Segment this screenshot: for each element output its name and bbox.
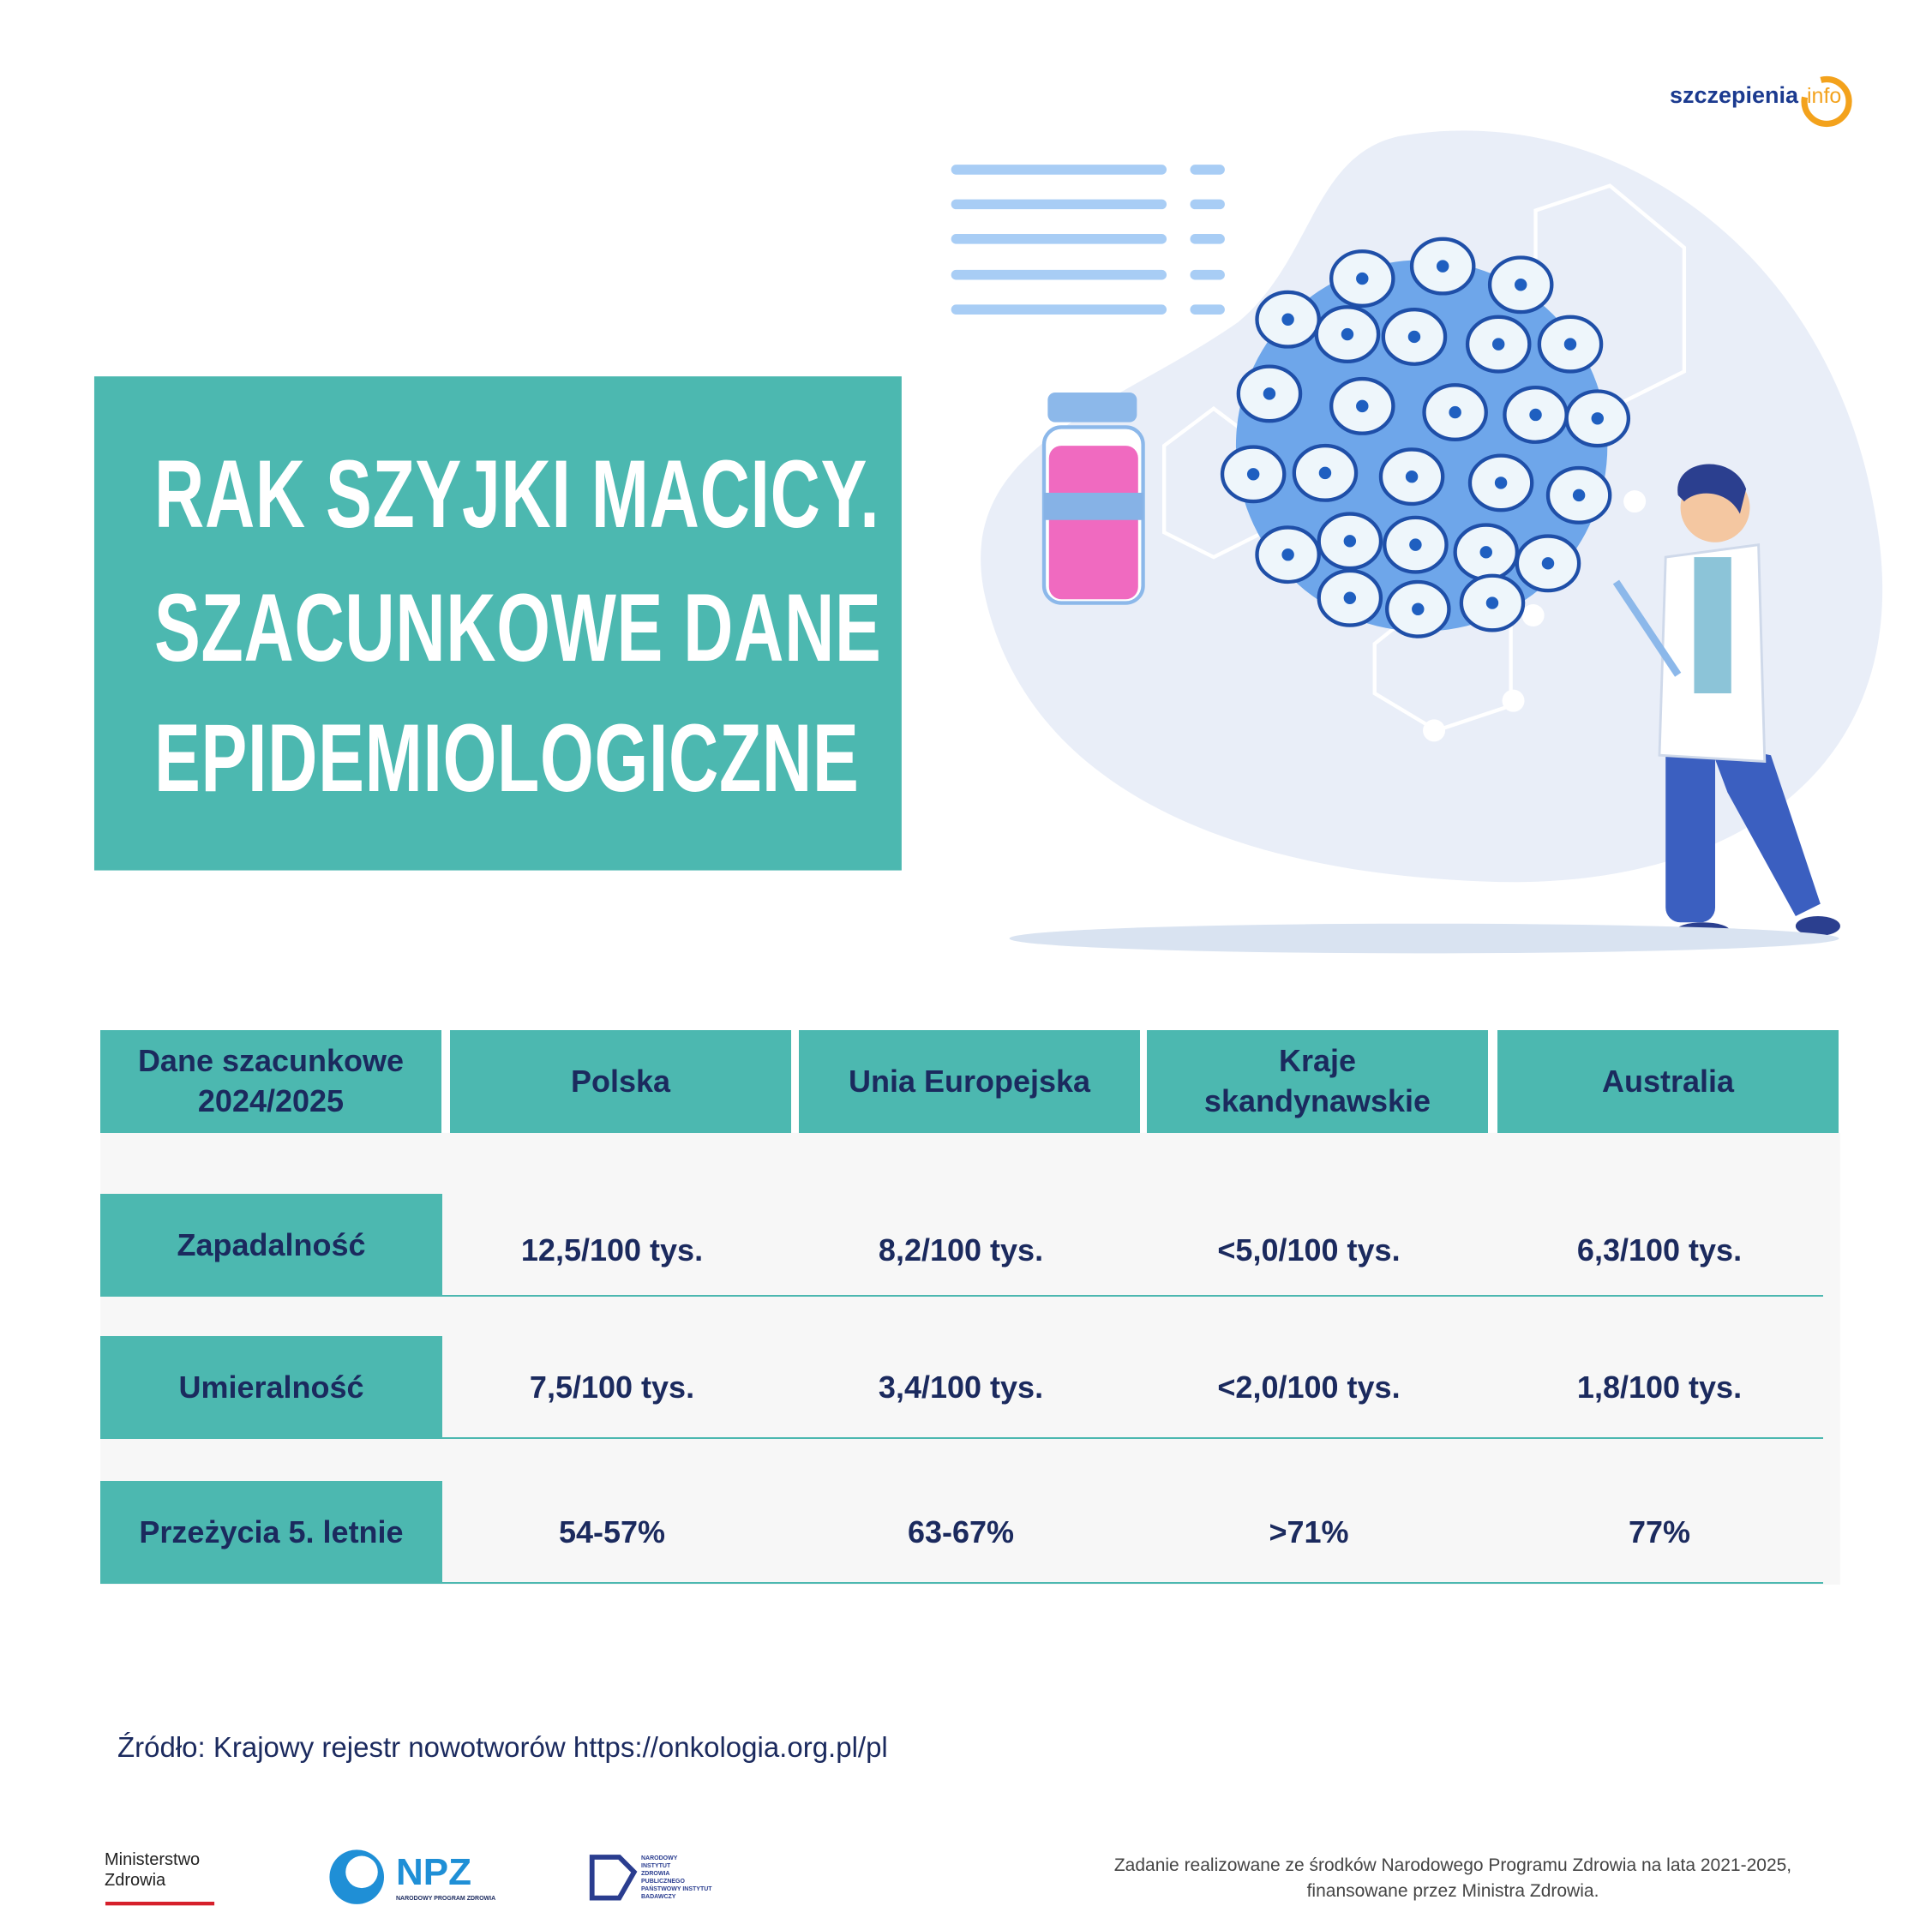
header-text: Kraje xyxy=(1278,1043,1357,1079)
header-cell: Australia xyxy=(1497,1030,1839,1133)
note-line: Zadanie realizowane ze środków Narodoweg… xyxy=(1113,1855,1792,1875)
logo-accent: info xyxy=(1807,84,1842,108)
cell-nucleus xyxy=(1356,272,1369,285)
cell-nucleus xyxy=(1563,338,1577,351)
header-text: Polska xyxy=(570,1063,671,1099)
nodes xyxy=(1423,490,1647,742)
header-text: Unia Europejska xyxy=(848,1063,1091,1099)
nizp-line: NARODOWY xyxy=(641,1855,678,1861)
source: Źródło: Krajowy rejestr nowotworów https… xyxy=(117,1731,888,1763)
ministry-bar xyxy=(105,1901,215,1906)
header-text: skandynawskie xyxy=(1203,1083,1431,1118)
vial xyxy=(1041,392,1145,605)
nizp-line: PAŃSTWOWY INSTYTUT xyxy=(641,1886,712,1892)
cell-nucleus xyxy=(1479,546,1492,559)
npz-icon-inner xyxy=(345,1855,378,1889)
row-divider xyxy=(442,1582,1823,1584)
funding-note: Zadanie realizowane ze środków Narodoweg… xyxy=(1020,1853,1886,1904)
table-value: 63-67% xyxy=(907,1513,1015,1549)
cell-nucleus xyxy=(1494,477,1508,489)
table-value: 1,8/100 tys. xyxy=(1576,1369,1743,1405)
cell-nucleus xyxy=(1246,468,1260,481)
cell-nucleus xyxy=(1449,405,1461,419)
cell-nucleus xyxy=(1491,338,1505,351)
nizp-logo: NARODOWY INSTYTUT ZDROWIA PUBLICZNEGO PAŃSTW… xyxy=(641,1855,712,1901)
stripes xyxy=(951,165,1225,315)
cell-nucleus xyxy=(1514,279,1527,291)
npz-name: NPZ xyxy=(396,1851,471,1893)
table-value: 6,3/100 tys. xyxy=(1576,1232,1743,1268)
logo-main: szczepienia xyxy=(1670,82,1799,108)
cell-nucleus xyxy=(1343,535,1357,548)
cell-nucleus xyxy=(1541,557,1555,570)
ministry-line: Ministerstwo xyxy=(105,1850,201,1869)
header-text: Australia xyxy=(1601,1063,1735,1099)
header-cell: Kraje skandynawskie xyxy=(1147,1030,1488,1133)
npz-sub: NARODOWY PROGRAM ZDROWIA xyxy=(396,1896,496,1902)
cell-nucleus xyxy=(1263,387,1276,400)
cell-nucleus xyxy=(1318,466,1332,480)
table-value: >71% xyxy=(1269,1513,1349,1549)
cell-nucleus xyxy=(1341,327,1354,341)
cell-nucleus xyxy=(1356,399,1369,413)
header-cell: Polska xyxy=(450,1030,791,1133)
row-label: Umieralność xyxy=(100,1336,442,1439)
table-value: 8,2/100 tys. xyxy=(878,1232,1044,1268)
header-text: 2024/2025 xyxy=(197,1083,345,1118)
header-text: Dane szacunkowe xyxy=(137,1043,405,1079)
nizp-line: PUBLICZNEGO xyxy=(641,1879,685,1885)
nizp-line: ZDROWIA xyxy=(641,1871,670,1877)
cell-nucleus xyxy=(1572,488,1586,502)
row-divider xyxy=(442,1437,1823,1439)
cell-nucleus xyxy=(1529,408,1542,422)
note-line: finansowane przez Ministra Zdrowia. xyxy=(1306,1881,1599,1901)
title-line: EPIDEMIOLOGICZNE xyxy=(154,704,860,812)
title-box xyxy=(93,376,902,871)
table-value: <5,0/100 tys. xyxy=(1217,1232,1401,1268)
table-value: 77% xyxy=(1628,1513,1691,1549)
cell-nucleus xyxy=(1412,602,1425,615)
table-value: <2,0/100 tys. xyxy=(1217,1369,1401,1405)
cell-nucleus xyxy=(1409,538,1422,551)
table-value: 3,4/100 tys. xyxy=(878,1369,1044,1405)
row-label: Zapadalność xyxy=(100,1194,442,1297)
logo-ring xyxy=(1801,75,1852,128)
shadow xyxy=(1009,923,1839,954)
cell-nucleus xyxy=(1405,470,1419,483)
cell-nucleus xyxy=(1591,412,1604,425)
cell-nucleus xyxy=(1436,260,1449,273)
cell-nucleus xyxy=(1281,548,1294,561)
header-cell: Unia Europejska xyxy=(799,1030,1140,1133)
table-value: 54-57% xyxy=(558,1513,666,1549)
nizp-line: INSTYTUT xyxy=(641,1863,671,1869)
row-divider xyxy=(442,1295,1823,1297)
cell-nucleus xyxy=(1407,330,1421,344)
row-label: Przeżycia 5. letnie xyxy=(100,1481,442,1584)
title-line: RAK SZYJKI MACICY. xyxy=(154,441,880,548)
nizp-icon xyxy=(589,1855,638,1901)
cell-nucleus xyxy=(1485,596,1499,609)
title-line: SZACUNKOWE DANE xyxy=(154,574,882,681)
header-cell: Dane szacunkowe 2024/2025 xyxy=(100,1030,441,1133)
virus-cells xyxy=(1220,237,1631,638)
ministry-logo: Ministerstwo Zdrowia xyxy=(105,1849,200,1891)
nizp-line: BADAWCZY xyxy=(641,1894,676,1900)
table-value: 12,5/100 tys. xyxy=(520,1232,704,1268)
table-value: 7,5/100 tys. xyxy=(529,1369,695,1405)
cell-nucleus xyxy=(1281,313,1294,326)
cell-nucleus xyxy=(1343,591,1357,604)
ministry-line: Zdrowia xyxy=(105,1871,166,1890)
doctor xyxy=(1612,464,1840,940)
